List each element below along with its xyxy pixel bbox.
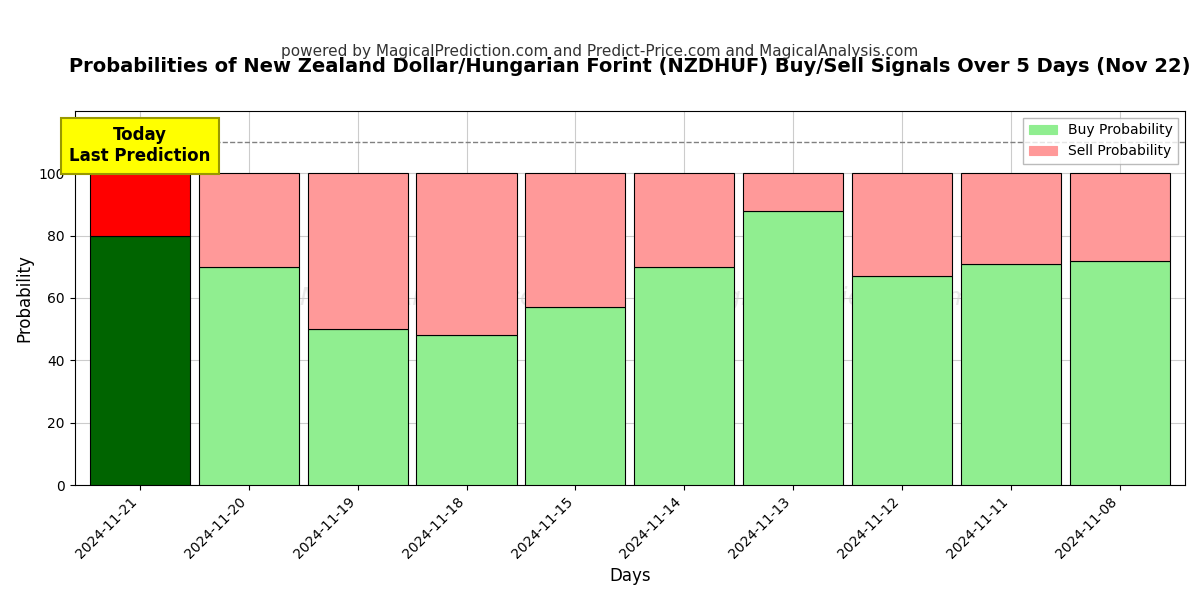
Bar (90, 236, 190, 485)
Text: MagicalPrediction.com: MagicalPrediction.com (689, 286, 971, 310)
Bar (743, 211, 844, 485)
Bar (743, 173, 844, 211)
Bar (961, 173, 1061, 263)
Title: Probabilities of New Zealand Dollar/Hungarian Forint (NZDHUF) Buy/Sell Signals O: Probabilities of New Zealand Dollar/Hung… (70, 57, 1190, 76)
Bar (634, 173, 734, 267)
Bar (199, 173, 299, 267)
Legend: Buy Probability, Sell Probability: Buy Probability, Sell Probability (1024, 118, 1178, 164)
X-axis label: Days: Days (610, 567, 650, 585)
Text: powered by MagicalPrediction.com and Predict-Price.com and MagicalAnalysis.com: powered by MagicalPrediction.com and Pre… (281, 44, 919, 59)
Bar (526, 307, 625, 485)
Bar (199, 267, 299, 485)
Bar (852, 276, 952, 485)
Bar (90, 173, 190, 236)
Bar (1069, 260, 1170, 485)
Bar (307, 173, 408, 329)
Bar (526, 173, 625, 307)
Bar (416, 335, 517, 485)
Bar (1069, 173, 1170, 260)
Bar (961, 263, 1061, 485)
Bar (307, 329, 408, 485)
Text: MagicalAnalysis.com: MagicalAnalysis.com (300, 286, 560, 310)
Bar (634, 267, 734, 485)
Y-axis label: Probability: Probability (16, 254, 34, 342)
Bar (852, 173, 952, 276)
Bar (416, 173, 517, 335)
Text: Today
Last Prediction: Today Last Prediction (70, 127, 211, 165)
